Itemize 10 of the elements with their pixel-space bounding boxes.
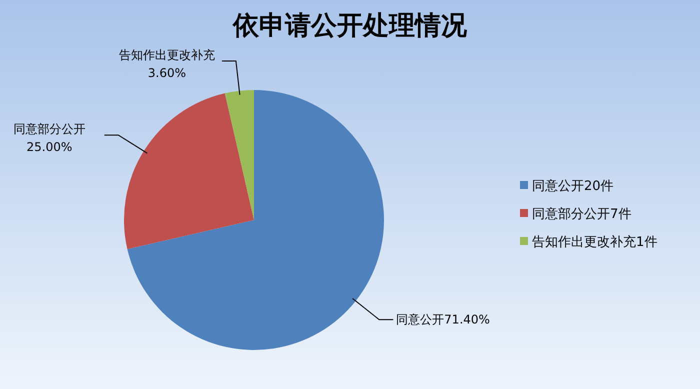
legend-label: 同意部分公开7件	[532, 207, 632, 222]
pie-slice	[124, 93, 254, 250]
legend-label: 同意公开20件	[532, 179, 614, 194]
pie-slice	[224, 90, 254, 220]
pie-slice	[127, 90, 384, 350]
data-label: 同意部分公开 25.00%	[13, 122, 86, 154]
data-label: 告知作出更改补充 3.60%	[118, 48, 215, 80]
chart-title: 依申请公开处理情况	[232, 11, 468, 41]
data-label: 同意公开71.40%	[396, 312, 490, 327]
legend-label: 告知作出更改补充1件	[532, 235, 658, 250]
